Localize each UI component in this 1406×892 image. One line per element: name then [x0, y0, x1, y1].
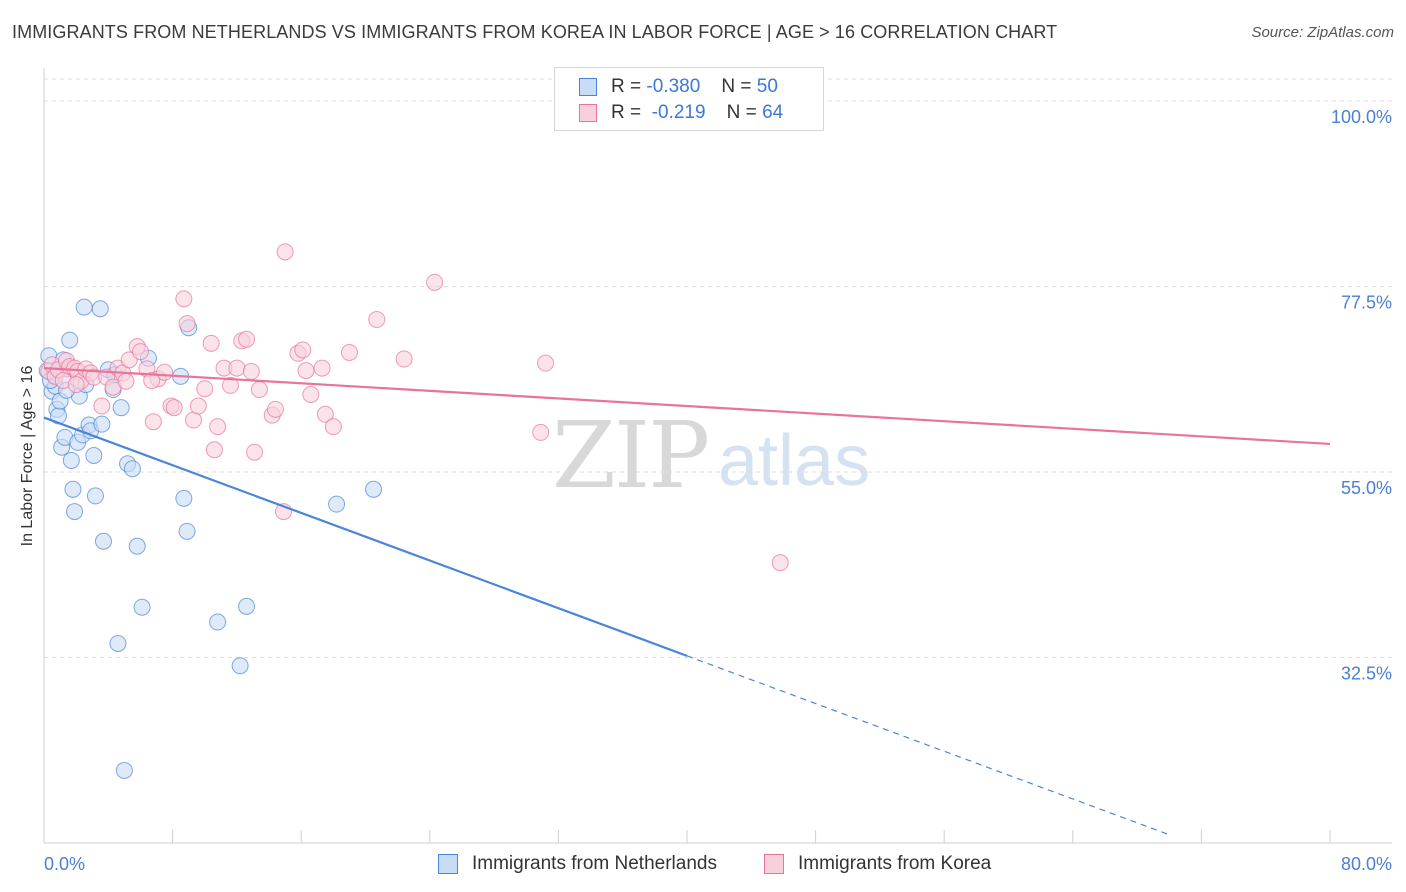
- korea-swatch: [579, 104, 597, 122]
- netherlands-point: [328, 495, 346, 513]
- y-tick-label: 32.5%: [1341, 663, 1392, 683]
- netherlands-point: [133, 598, 151, 616]
- netherlands-point: [85, 447, 103, 464]
- netherlands-point: [62, 451, 80, 469]
- y-tick-label: 55.0%: [1341, 478, 1392, 498]
- korea-point: [340, 343, 358, 361]
- netherlands-point: [231, 657, 249, 675]
- korea-point: [196, 380, 214, 398]
- netherlands-point: [123, 460, 141, 478]
- korea-point: [395, 350, 413, 368]
- bottom-legend-korea: Immigrants from Korea: [764, 852, 991, 876]
- korea-point: [771, 554, 789, 572]
- korea-swatch: [764, 854, 784, 874]
- watermark-atlas: atlas: [718, 421, 871, 501]
- korea-point: [175, 290, 193, 308]
- y-tick-label: 77.5%: [1341, 292, 1392, 312]
- korea-point: [221, 376, 239, 394]
- netherlands-point: [93, 415, 111, 433]
- korea-point: [426, 273, 444, 291]
- legend-n-value: 64: [762, 102, 784, 123]
- korea-point: [368, 310, 386, 328]
- netherlands-swatch: [579, 78, 597, 96]
- korea-point: [228, 359, 246, 377]
- netherlands-point: [86, 487, 104, 505]
- netherlands-trend-extension: [686, 655, 1170, 836]
- netherlands-point: [75, 298, 93, 316]
- korea-point: [202, 334, 220, 352]
- korea-point: [67, 376, 85, 394]
- watermark-zip: ZIP: [552, 402, 710, 509]
- legend-row-netherlands: R = -0.380 N = 50: [579, 75, 778, 99]
- bottom-legend-label: Immigrants from Netherlands: [472, 853, 717, 874]
- y-tick-label: 100.0%: [1331, 107, 1392, 127]
- legend-r-label: R =: [611, 76, 642, 97]
- korea-point: [297, 362, 315, 380]
- korea-point: [242, 362, 260, 380]
- netherlands-point: [175, 489, 193, 507]
- x-tick-label: 80.0%: [1341, 854, 1392, 874]
- korea-point: [302, 385, 320, 403]
- netherlands-point: [365, 480, 383, 498]
- korea-point: [238, 330, 256, 348]
- korea-point: [313, 359, 331, 377]
- korea-point: [165, 399, 183, 417]
- korea-point: [537, 354, 555, 372]
- korea-point: [131, 343, 149, 361]
- netherlands-point: [238, 597, 256, 615]
- bottom-legend-netherlands: Immigrants from Netherlands: [438, 852, 717, 876]
- legend-row-korea: R = -0.219 N = 64: [579, 101, 783, 125]
- legend-n-label: N =: [721, 76, 752, 97]
- netherlands-point: [209, 613, 227, 631]
- korea-point: [316, 405, 334, 423]
- chart-title: IMMIGRANTS FROM NETHERLANDS VS IMMIGRANT…: [12, 22, 1058, 42]
- korea-point: [532, 423, 550, 441]
- legend-n-label: N =: [726, 102, 757, 123]
- legend-r-value: -0.219: [651, 102, 706, 123]
- x-tick-label: 0.0%: [44, 854, 85, 874]
- korea-point: [294, 341, 312, 359]
- korea-point: [266, 400, 284, 418]
- netherlands-point: [66, 503, 84, 521]
- netherlands-point: [115, 761, 133, 779]
- netherlands-point: [109, 634, 127, 652]
- netherlands-point: [91, 300, 109, 318]
- legend-r-label: R =: [611, 102, 642, 123]
- korea-point: [144, 413, 162, 431]
- netherlands-swatch: [438, 854, 458, 874]
- korea-point: [276, 243, 294, 261]
- legend-r-value: -0.380: [646, 76, 701, 97]
- korea-point: [117, 372, 135, 390]
- netherlands-point: [178, 522, 196, 540]
- korea-point: [189, 397, 207, 415]
- correlation-legend: R = -0.380 N = 50 R = -0.219 N = 64: [554, 67, 824, 131]
- netherlands-trend-line: [43, 416, 688, 657]
- netherlands-point: [128, 537, 146, 555]
- netherlands-point: [94, 532, 112, 550]
- source-label: Source: ZipAtlas.com: [1251, 24, 1394, 41]
- korea-point: [205, 441, 223, 459]
- korea-point: [324, 418, 342, 436]
- legend-n-value: 50: [756, 76, 778, 97]
- korea-trend-line: [43, 367, 1331, 446]
- netherlands-point: [64, 480, 82, 498]
- korea-point: [178, 315, 196, 333]
- bottom-legend-label: Immigrants from Korea: [798, 853, 992, 874]
- korea-point: [250, 381, 268, 399]
- netherlands-point: [112, 399, 130, 417]
- korea-point: [246, 443, 264, 461]
- netherlands-point: [61, 331, 79, 349]
- korea-point: [143, 371, 161, 389]
- korea-point: [209, 418, 227, 436]
- korea-point: [93, 397, 111, 415]
